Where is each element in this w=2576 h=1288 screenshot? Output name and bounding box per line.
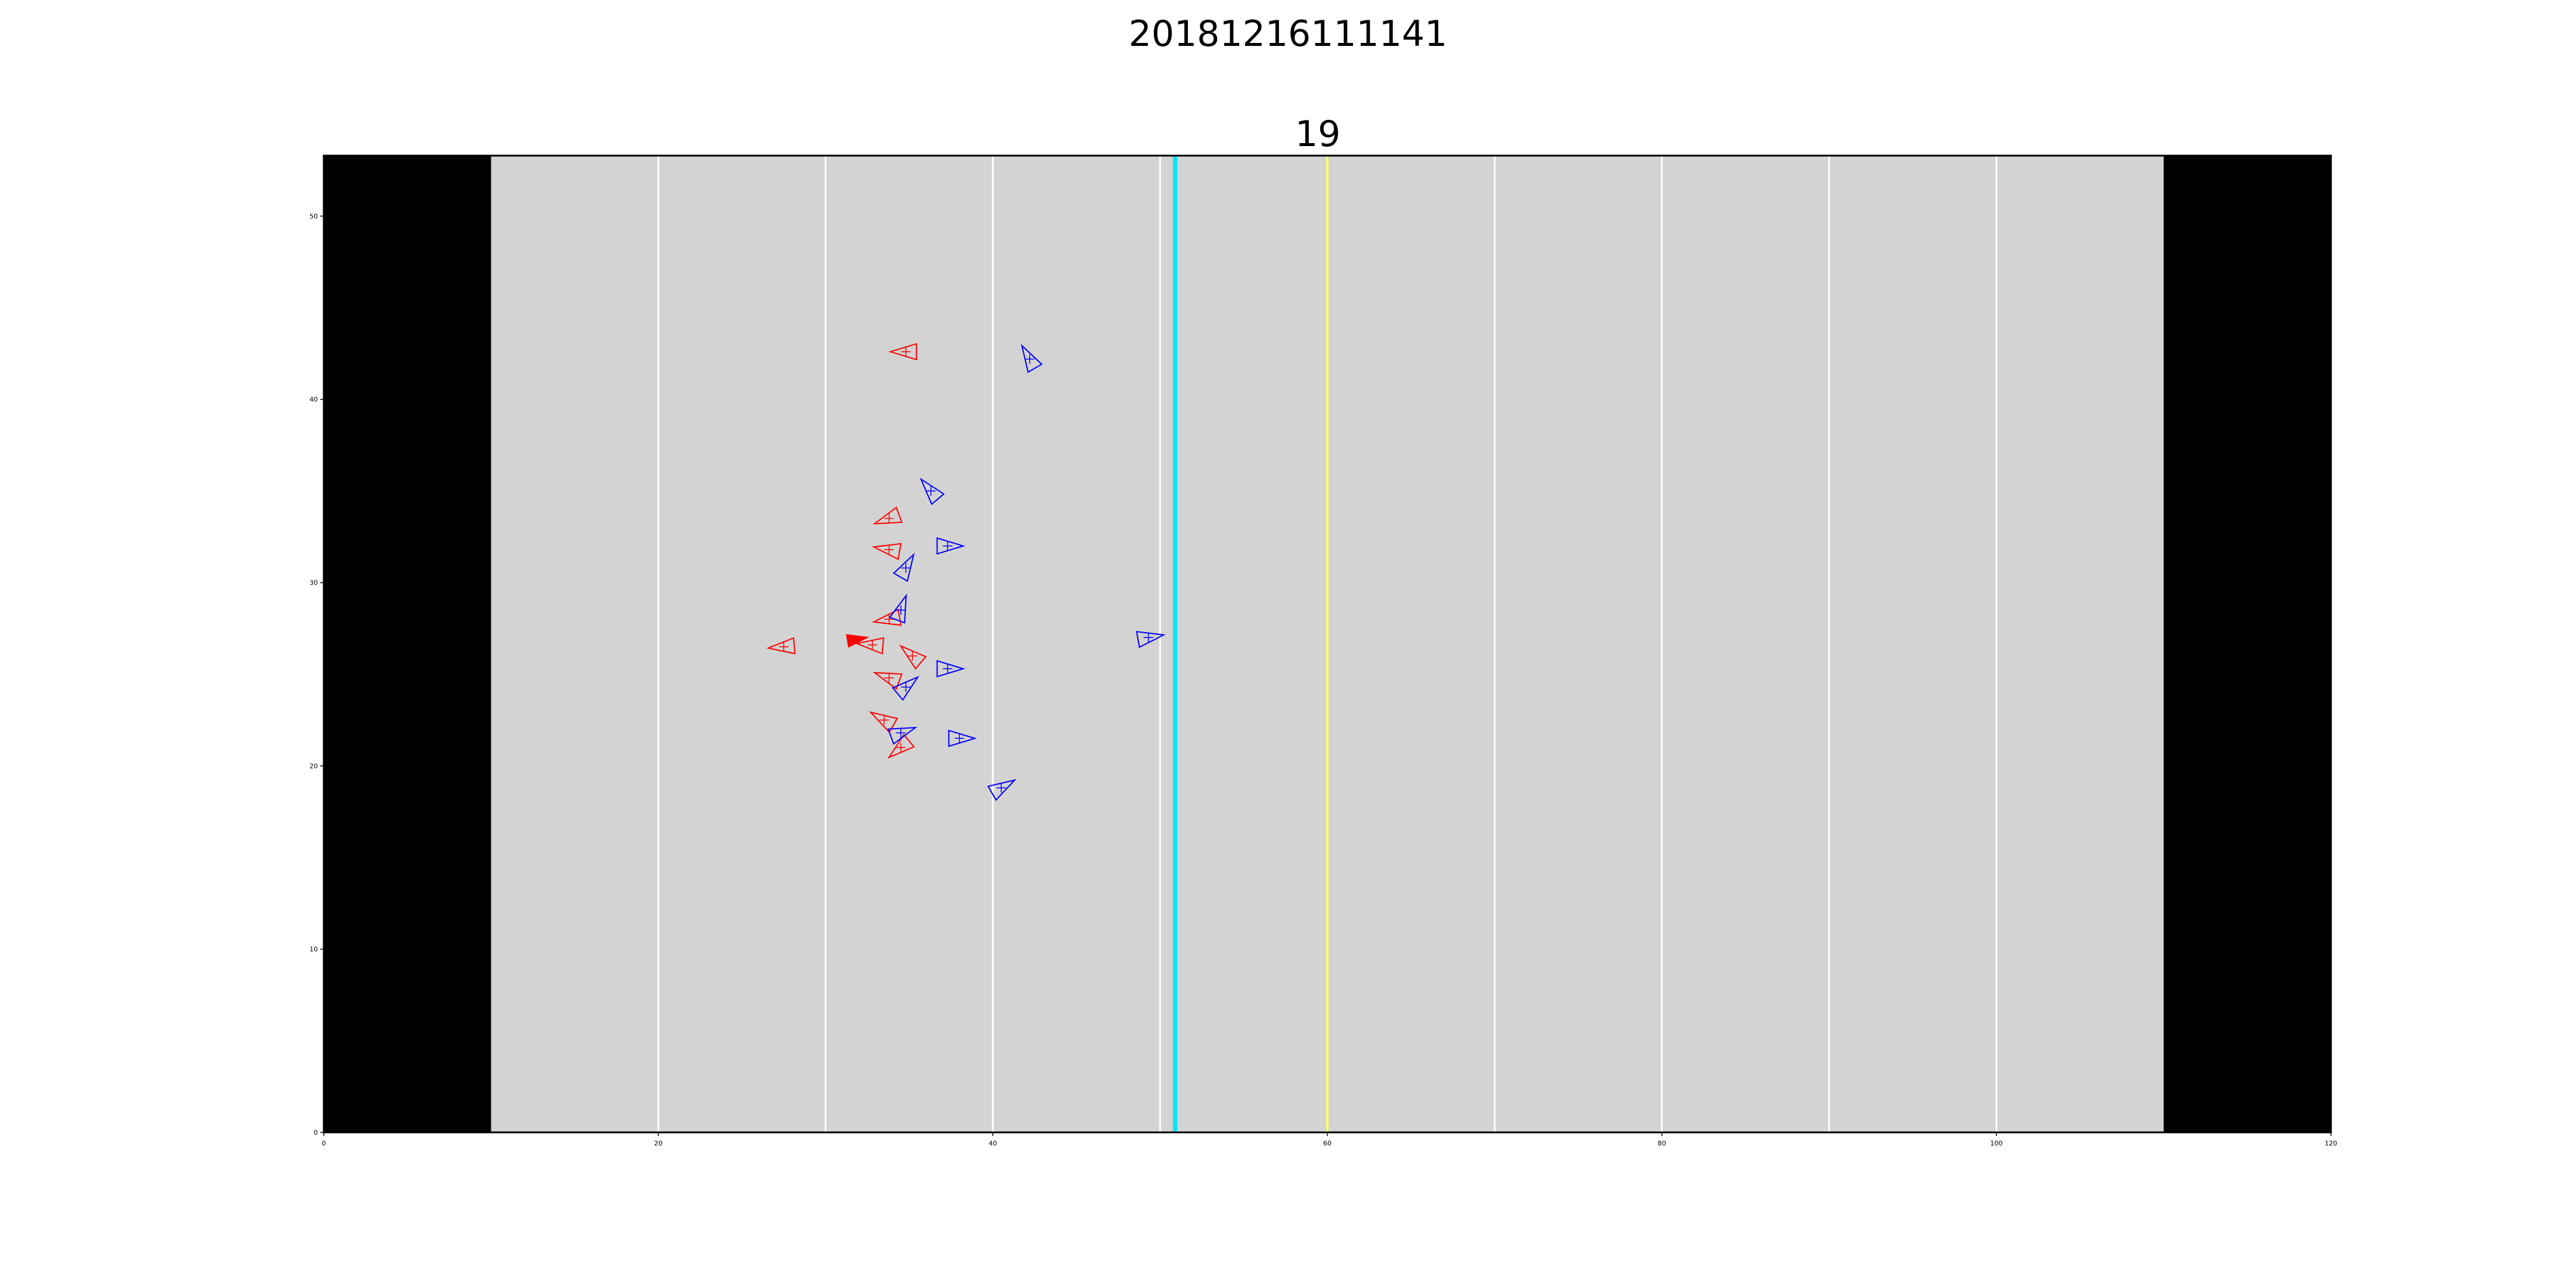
red-player-marker (872, 543, 902, 561)
y-tick-label: 30 (309, 579, 318, 587)
x-tick-label: 80 (1658, 1140, 1666, 1147)
x-tick-label: 60 (1323, 1140, 1332, 1147)
x-tick-label: 120 (2325, 1140, 2337, 1147)
y-tick-label: 10 (309, 946, 318, 953)
red-player-marker (887, 733, 915, 759)
ball-carrier-marker (846, 634, 870, 648)
red-player-marker (872, 671, 903, 690)
x-tick-label: 20 (654, 1140, 662, 1147)
axes: 0 20 40 60 80 100 120 0 10 20 30 40 50 (309, 154, 2337, 1147)
endzone-left (324, 156, 491, 1132)
x-tick-label: 40 (989, 1140, 997, 1147)
field-layer (324, 156, 2331, 1132)
blue-player-marker (888, 593, 907, 624)
blue-player-marker (936, 537, 965, 555)
figure-title: 20181216111141 (1128, 13, 1448, 55)
red-player-marker (766, 637, 796, 655)
player-markers (766, 343, 1166, 801)
red-player-marker (888, 343, 917, 361)
red-player-marker (872, 608, 902, 626)
y-tick-label: 0 (314, 1129, 318, 1137)
blue-player-marker (1135, 631, 1166, 648)
x-tick-label: 100 (1990, 1140, 2003, 1147)
blue-player-marker (948, 729, 977, 747)
red-player-marker (899, 645, 927, 670)
blue-player-marker (919, 477, 945, 506)
y-tick-label: 40 (309, 396, 318, 404)
red-player-marker (872, 506, 903, 525)
chart-title: 19 (1295, 113, 1341, 155)
red-player-marker (854, 637, 884, 655)
blue-player-marker (891, 676, 919, 701)
y-tick-label: 50 (309, 212, 318, 220)
endzone-right (2163, 156, 2331, 1132)
y-tick-label: 20 (309, 762, 318, 770)
x-tick-label: 0 (322, 1140, 326, 1147)
blue-player-marker (936, 660, 965, 678)
blue-player-marker (887, 726, 918, 745)
